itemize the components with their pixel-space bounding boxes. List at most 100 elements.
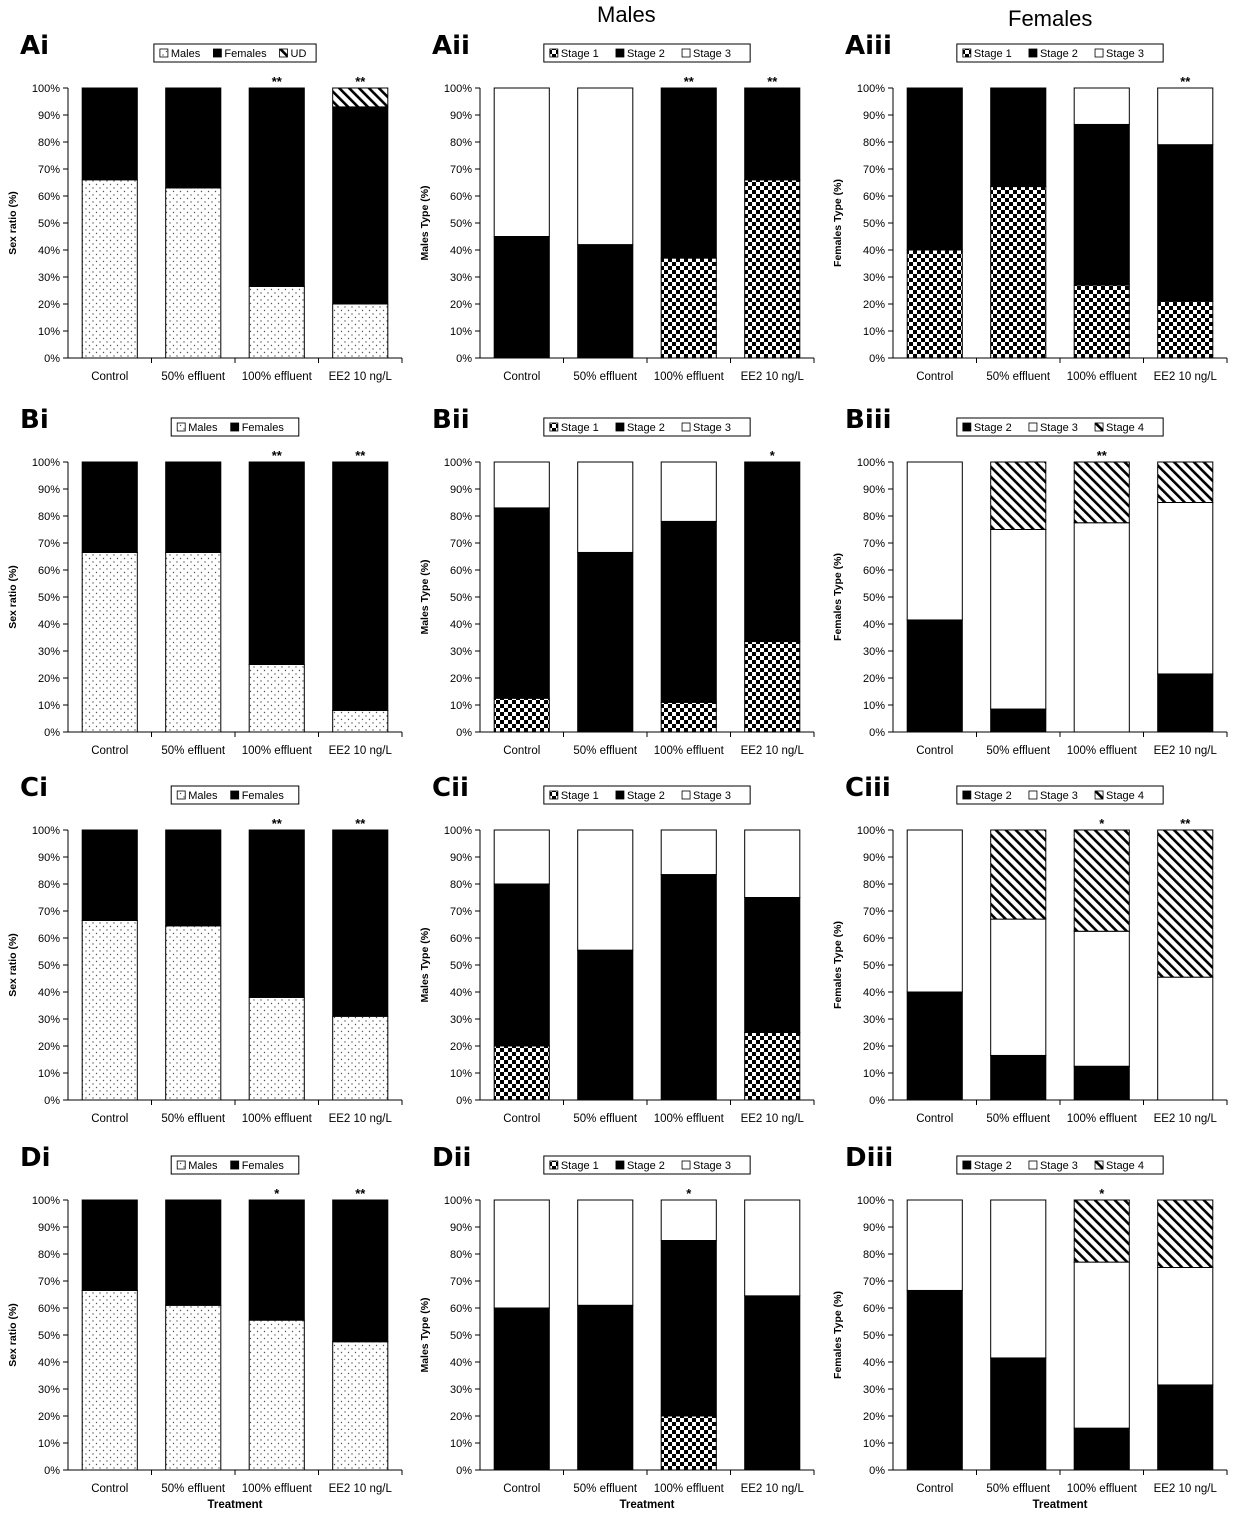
bar-stage-2-control <box>906 991 963 1101</box>
legend-swatch-males <box>176 1160 186 1170</box>
bar-females-control <box>81 829 138 921</box>
y-axis-title: Females Type (%) <box>832 1291 844 1379</box>
bar-stage-2-ee2-10-ng-l <box>744 87 801 181</box>
bar-stage-3-50-effluent <box>990 1199 1047 1359</box>
y-tick-label: 30% <box>450 1014 472 1026</box>
chart-ci: Ci Males Females 0% 10% 20% 30% 40% 50% 60% 70% 80%… <box>7 773 403 1125</box>
y-tick-label: 40% <box>450 1357 472 1369</box>
y-tick-label: 80% <box>38 137 60 149</box>
x-axis-title: Treatment <box>620 1499 675 1511</box>
legend-label-stage-2: Stage 2 <box>627 48 665 60</box>
bar-females-control <box>81 87 138 181</box>
bar-stage-2-control <box>493 507 550 699</box>
bar-males-100-effluent <box>248 996 305 1101</box>
bar-stage-2-ee2-10-ng-l <box>744 1295 801 1471</box>
x-category-label: Control <box>503 1483 540 1495</box>
y-tick-label: 50% <box>863 1330 885 1342</box>
legend-swatch-stage-3 <box>1028 422 1038 432</box>
x-category-label: EE2 10 ng/L <box>329 1113 393 1125</box>
y-tick-label: 0% <box>44 1465 60 1477</box>
y-tick-label: 60% <box>450 933 472 945</box>
legend-label-stage-2: Stage 2 <box>627 422 665 434</box>
y-tick-label: 80% <box>450 511 472 523</box>
bar-males-control <box>81 1289 138 1471</box>
bar-stage-2-ee2-10-ng-l <box>1157 673 1214 733</box>
y-tick-label: 40% <box>863 245 885 257</box>
bar-males-50-effluent <box>165 1304 222 1471</box>
x-category-label: 50% effluent <box>161 1483 226 1495</box>
panel-Ai: Ai Males Females UD 0% 10% 20% 30% 40% 50% 60% 70% 8… <box>0 18 412 394</box>
y-axis-title: Sex ratio (%) <box>7 1303 19 1367</box>
y-tick-label: 40% <box>38 619 60 631</box>
legend: Males Females <box>170 1155 300 1175</box>
legend-box <box>543 1155 751 1175</box>
chart-di: Di Males Females 0% 10% 20% 30% 40% 50% 60% 70% 80%… <box>7 1143 403 1511</box>
bar-stage-3-ee2-10-ng-l <box>1157 502 1214 675</box>
y-tick-label: 70% <box>863 1276 885 1288</box>
legend-label-females: Females <box>242 422 285 434</box>
bar-stage-2-ee2-10-ng-l <box>744 897 801 1033</box>
y-tick-label: 40% <box>863 619 885 631</box>
y-tick-label: 0% <box>456 353 472 365</box>
y-tick-label: 70% <box>450 1276 472 1288</box>
y-tick-label: 100% <box>857 1195 885 1207</box>
y-tick-label: 80% <box>38 879 60 891</box>
x-category-label: 50% effluent <box>986 1113 1051 1125</box>
y-tick-label: 30% <box>863 646 885 658</box>
y-tick-label: 0% <box>44 353 60 365</box>
legend-swatch-males <box>176 422 186 432</box>
x-category-label: Control <box>91 745 128 757</box>
column-header-females: Females <box>1008 6 1093 31</box>
y-tick-label: 80% <box>38 511 60 523</box>
legend-swatch-stage-4 <box>1094 422 1104 432</box>
legend-label-stage-4: Stage 4 <box>1106 790 1144 802</box>
significance-marker: ** <box>355 74 366 89</box>
panel-label: Ci <box>20 773 48 803</box>
bar-stage-1-50-effluent <box>990 186 1047 359</box>
bar-stage-2-100-effluent <box>660 520 717 703</box>
legend: Stage 1 Stage 2 Stage 3 <box>543 1155 751 1175</box>
bar-females-100-effluent <box>248 87 305 287</box>
bar-ud-ee2-10-ng-l <box>332 87 389 108</box>
x-category-label: 100% effluent <box>1067 1113 1138 1125</box>
y-tick-label: 60% <box>38 191 60 203</box>
chart-dii: Dii Stage 1 Stage 2 Stage 3 0% 10% 20% 30% 40% 50… <box>419 1143 815 1511</box>
bar-stage-3-control <box>493 1199 550 1309</box>
y-tick-label: 30% <box>450 646 472 658</box>
legend-label-stage-2: Stage 2 <box>627 1160 665 1172</box>
legend-swatch-stage-2 <box>615 48 625 58</box>
y-tick-label: 80% <box>863 511 885 523</box>
panel-label: Ai <box>20 31 49 61</box>
y-tick-label: 100% <box>857 825 885 837</box>
bar-stage-1-control <box>493 1045 550 1101</box>
y-tick-label: 0% <box>456 1465 472 1477</box>
bar-stage-2-100-effluent <box>1073 123 1130 286</box>
legend-swatch-males <box>176 790 186 800</box>
x-category-label: 100% effluent <box>654 745 725 757</box>
panel-Ciii: Ciii Stage 2 Stage 3 Stage 4 0% 10% 20% 30% 40% 5… <box>825 760 1237 1136</box>
x-axis-title: Treatment <box>1033 1499 1088 1511</box>
y-tick-label: 20% <box>863 299 885 311</box>
y-tick-label: 30% <box>450 272 472 284</box>
y-axis-title: Females Type (%) <box>832 553 844 641</box>
x-category-label: EE2 10 ng/L <box>329 371 393 383</box>
legend-label-females: Females <box>242 1160 285 1172</box>
chart-bii: Bii Stage 1 Stage 2 Stage 3 0% 10% 20% 30% 40% 50… <box>419 405 815 757</box>
legend-label-stage-3: Stage 3 <box>1040 1160 1078 1172</box>
chart-biii: Biii Stage 2 Stage 3 Stage 4 0% 10% 20% 30% 40% 5… <box>832 405 1228 757</box>
x-category-label: 50% effluent <box>161 371 226 383</box>
y-tick-label: 90% <box>863 484 885 496</box>
x-category-label: EE2 10 ng/L <box>1154 371 1218 383</box>
y-tick-label: 60% <box>38 1303 60 1315</box>
legend-box <box>956 43 1164 63</box>
y-tick-label: 20% <box>450 673 472 685</box>
y-tick-label: 70% <box>450 906 472 918</box>
bar-females-ee2-10-ng-l <box>332 461 389 711</box>
chart-ai: Ai Males Females UD 0% 10% 20% 30% 40% 50% 60% 70% 8… <box>7 31 403 383</box>
panel-label: Aii <box>432 31 470 61</box>
y-tick-label: 90% <box>450 110 472 122</box>
legend-label-stage-2: Stage 2 <box>974 1160 1012 1172</box>
legend-swatch-stage-2 <box>1028 48 1038 58</box>
x-category-label: EE2 10 ng/L <box>329 745 393 757</box>
